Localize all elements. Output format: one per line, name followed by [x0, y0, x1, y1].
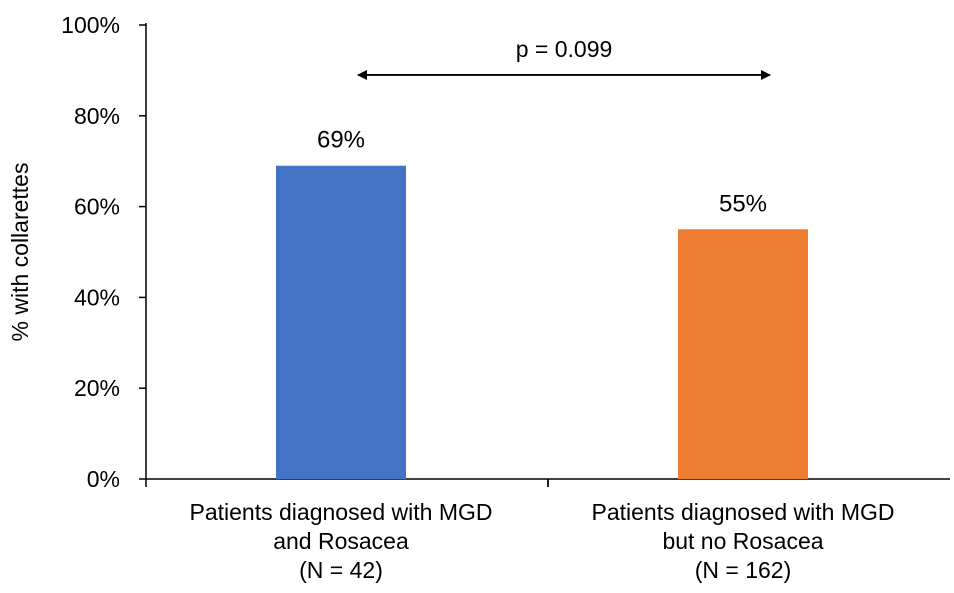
- y-tick-label: 100%: [61, 12, 120, 38]
- bar: [678, 229, 808, 479]
- bar: [276, 165, 406, 480]
- category-label: Patients diagnosed with MGD and Rosacea (N…: [190, 499, 493, 583]
- p-value-label: p = 0.099: [516, 36, 613, 62]
- bar-value-label: 55%: [719, 190, 767, 217]
- y-axis-ticks: 0% 20% 40% 60% 80% 100%: [61, 12, 146, 492]
- bar-value-label: 69%: [317, 127, 365, 154]
- y-tick-label: 60%: [74, 194, 120, 220]
- y-tick-label: 40%: [74, 284, 120, 310]
- y-tick-label: 80%: [74, 103, 120, 129]
- y-tick-label: 0%: [87, 466, 120, 492]
- y-axis-label: % with collarettes: [7, 163, 33, 342]
- y-tick-label: 20%: [74, 375, 120, 401]
- category-labels-group: Patients diagnosed with MGD and Rosacea (N…: [190, 499, 895, 583]
- data-labels-group: 69% 55%: [317, 127, 767, 218]
- bars-group: [276, 165, 808, 480]
- x-axis-ticks: [145, 479, 549, 487]
- category-label: Patients diagnosed with MGD but no Rosace…: [592, 499, 895, 583]
